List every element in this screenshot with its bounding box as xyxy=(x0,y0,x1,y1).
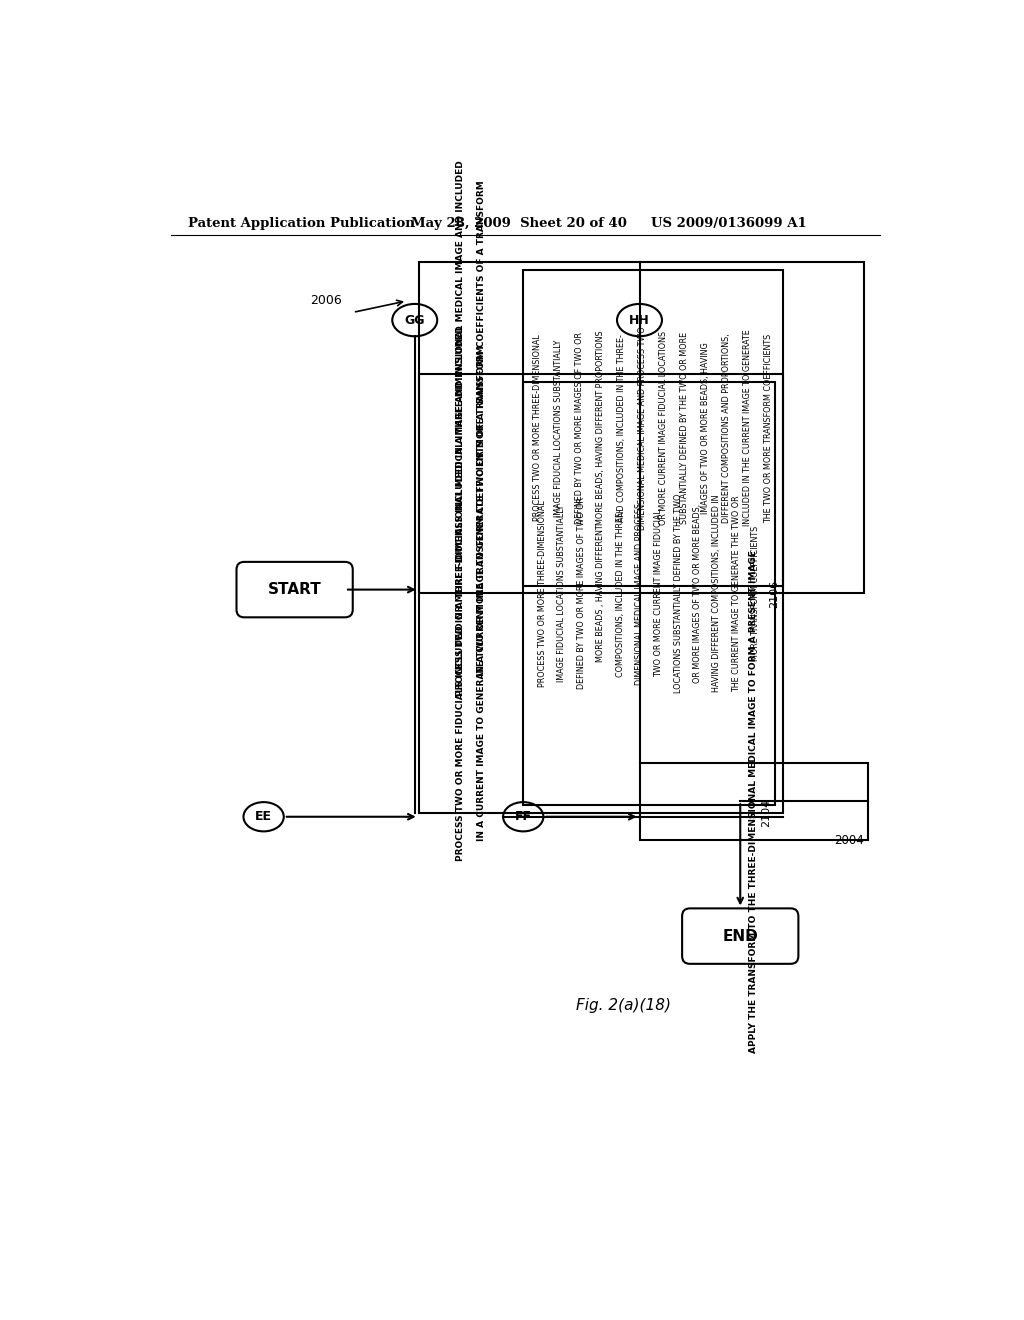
Text: PROCESS TWO OR MORE THREE-DIMENSIONAL: PROCESS TWO OR MORE THREE-DIMENSIONAL xyxy=(539,500,547,686)
Text: 2106: 2106 xyxy=(769,579,779,607)
Text: IMAGES OF TWO OR MORE BEADS, HAVING: IMAGES OF TWO OR MORE BEADS, HAVING xyxy=(700,342,710,513)
Text: COMPOSITIONS, INCLUDED IN THE THREE-: COMPOSITIONS, INCLUDED IN THE THREE- xyxy=(615,510,625,677)
Text: IMAGE FIDUCIAL LOCATIONS SUBSTANTIALLY: IMAGE FIDUCIAL LOCATIONS SUBSTANTIALLY xyxy=(557,504,566,682)
Text: 2004: 2004 xyxy=(835,834,864,846)
Text: APPLY THE TRANSFORM TO THE THREE-DIMENSIONAL MEDICAL IMAGE TO FORM A PRESENT IMA: APPLY THE TRANSFORM TO THE THREE-DIMENSI… xyxy=(750,550,759,1053)
Text: DIMENSIONAL MEDICAL IMAGE AND PROCESS TWO: DIMENSIONAL MEDICAL IMAGE AND PROCESS TW… xyxy=(638,326,647,529)
Text: 2006: 2006 xyxy=(309,294,341,308)
Text: HH: HH xyxy=(629,314,650,326)
Text: START: START xyxy=(267,582,322,597)
Text: EE: EE xyxy=(255,810,272,824)
Text: TWO OR MORE CURRENT IMAGE FIDUCIAL: TWO OR MORE CURRENT IMAGE FIDUCIAL xyxy=(654,510,664,677)
Text: May 28, 2009  Sheet 20 of 40: May 28, 2009 Sheet 20 of 40 xyxy=(411,218,627,231)
Text: PROCESS TWO OR MORE FIDUCIALS INCLUDED IN A THREE-DIMENSIONAL MEDICAL IMAGE AND : PROCESS TWO OR MORE FIDUCIALS INCLUDED I… xyxy=(456,160,465,696)
Text: FF: FF xyxy=(515,810,531,824)
Text: END: END xyxy=(722,928,758,944)
Text: SUBSTANTIALLY DEFINED BY THE TWO OR MORE: SUBSTANTIALLY DEFINED BY THE TWO OR MORE xyxy=(680,331,689,524)
Text: IN A CURRENT IMAGE TO GENERATE TWO OR MORE TRANSFORM COEFFICIENTS OF A TRANSFORM: IN A CURRENT IMAGE TO GENERATE TWO OR MO… xyxy=(477,346,486,841)
Text: US 2009/0136099 A1: US 2009/0136099 A1 xyxy=(651,218,807,231)
Text: THE TWO OR MORE TRANSFORM COEFFICIENTS: THE TWO OR MORE TRANSFORM COEFFICIENTS xyxy=(764,333,773,523)
Text: GG: GG xyxy=(404,314,425,326)
Text: HAVING DIFFERENT COMPOSITIONS, INCLUDED IN: HAVING DIFFERENT COMPOSITIONS, INCLUDED … xyxy=(713,495,722,692)
Text: 2104: 2104 xyxy=(761,799,771,828)
Text: THE CURRENT IMAGE TO GENERATE THE TWO OR: THE CURRENT IMAGE TO GENERATE THE TWO OR xyxy=(732,495,741,692)
Text: OR MORE CURRENT IMAGE FIDUCIAL LOCATIONS: OR MORE CURRENT IMAGE FIDUCIAL LOCATIONS xyxy=(659,331,668,525)
Text: DEFINED BY TWO OR MORE IMAGES OF TWO OR: DEFINED BY TWO OR MORE IMAGES OF TWO OR xyxy=(575,331,585,524)
Text: MORE BEADS, HAVING DIFFERENT PROPORTIONS: MORE BEADS, HAVING DIFFERENT PROPORTIONS xyxy=(596,330,605,525)
Text: INCLUDED IN THE CURRENT IMAGE TO GENERATE: INCLUDED IN THE CURRENT IMAGE TO GENERAT… xyxy=(742,330,752,527)
Text: LOCATIONS SUBSTANTIALLY DEFINED BY THE TWO: LOCATIONS SUBSTANTIALLY DEFINED BY THE T… xyxy=(674,494,683,693)
Text: Fig. 2(a)(18): Fig. 2(a)(18) xyxy=(577,998,672,1012)
Text: DIFFERENT COMPOSITIONS AND PROPORTIONS,: DIFFERENT COMPOSITIONS AND PROPORTIONS, xyxy=(722,333,731,523)
Text: MORE BEADS , HAVING DIFFERENT: MORE BEADS , HAVING DIFFERENT xyxy=(596,524,605,663)
Text: DIMENSIONAL MEDICAL IMAGE AND PROCESS: DIMENSIONAL MEDICAL IMAGE AND PROCESS xyxy=(635,503,644,685)
Text: PROCESS TWO OR MORE THREE-DIMENSIONAL: PROCESS TWO OR MORE THREE-DIMENSIONAL xyxy=(534,334,543,521)
Text: DEFINED BY TWO OR MORE IMAGES OF TWO OR: DEFINED BY TWO OR MORE IMAGES OF TWO OR xyxy=(577,498,586,689)
Text: AND COMPOSITIONS, INCLUDED IN THE THREE-: AND COMPOSITIONS, INCLUDED IN THE THREE- xyxy=(617,334,626,521)
Text: Patent Application Publication: Patent Application Publication xyxy=(188,218,415,231)
Text: IN A CURRENT IMAGE TO GENERATE TWO OR MORE TRANSFORM COEFFICIENTS OF A TRANSFORM: IN A CURRENT IMAGE TO GENERATE TWO OR MO… xyxy=(477,180,486,676)
Text: PROCESS TWO OR MORE FIDUCIALS INCLUDED IN A THREE-DIMENSIONAL MEDICAL IMAGE AND : PROCESS TWO OR MORE FIDUCIALS INCLUDED I… xyxy=(456,326,465,862)
Text: MORE TRANSFORM COEFFICIENTS: MORE TRANSFORM COEFFICIENTS xyxy=(752,525,760,661)
Text: IMAGE FIDUCIAL LOCATIONS SUBSTANTIALLY: IMAGE FIDUCIAL LOCATIONS SUBSTANTIALLY xyxy=(554,339,563,516)
Text: OR MORE IMAGES OF TWO OR MORE BEADS,: OR MORE IMAGES OF TWO OR MORE BEADS, xyxy=(693,504,702,682)
